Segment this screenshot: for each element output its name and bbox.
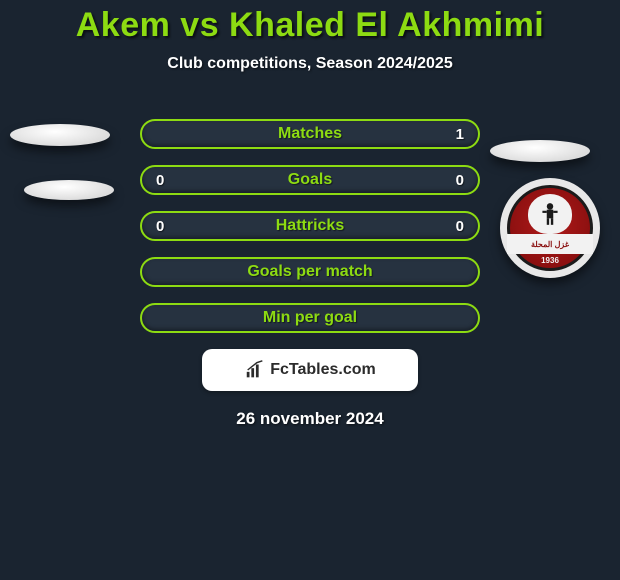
stat-row: Matches 1 (0, 119, 620, 149)
footer-date: 26 november 2024 (0, 409, 620, 429)
brand-footer[interactable]: FcTables.com (202, 349, 418, 391)
stat-pill-mpg: Min per goal (140, 303, 480, 333)
comparison-table: Matches 1 0 Goals 0 0 Hattricks 0 Goals … (0, 119, 620, 333)
stat-right-value: 0 (452, 172, 464, 189)
stat-label: Goals per match (142, 263, 478, 281)
stat-pill-matches: Matches 1 (140, 119, 480, 149)
stat-row: 0 Hattricks 0 (0, 211, 620, 241)
page-subtitle: Club competitions, Season 2024/2025 (0, 55, 620, 73)
stat-right-value: 1 (452, 126, 464, 143)
stat-label: Goals (142, 171, 478, 189)
stat-row: Goals per match (0, 257, 620, 287)
stat-left-value: 0 (156, 172, 168, 189)
bar-chart-icon (244, 359, 266, 381)
stat-label: Min per goal (142, 309, 478, 327)
stat-right-value: 0 (452, 218, 464, 235)
stat-left-value: 0 (156, 218, 168, 235)
stat-pill-goals: 0 Goals 0 (140, 165, 480, 195)
brand-label: FcTables.com (270, 361, 376, 379)
stat-row: 0 Goals 0 (0, 165, 620, 195)
page-title: Akem vs Khaled El Akhmimi (0, 6, 620, 45)
stat-row: Min per goal (0, 303, 620, 333)
stat-label: Matches (142, 125, 478, 143)
stat-label: Hattricks (142, 217, 478, 235)
stat-pill-gpm: Goals per match (140, 257, 480, 287)
stat-pill-hattricks: 0 Hattricks 0 (140, 211, 480, 241)
